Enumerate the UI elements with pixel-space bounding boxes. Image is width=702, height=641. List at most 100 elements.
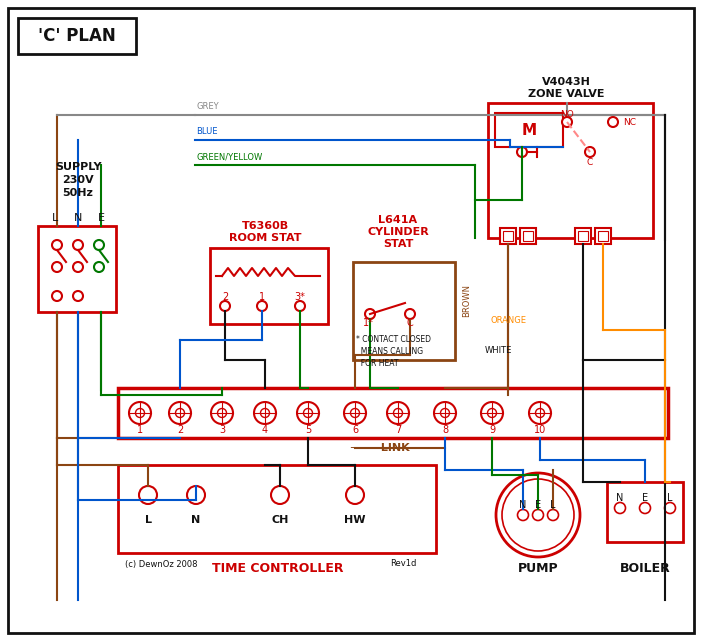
Circle shape <box>665 503 675 513</box>
Text: GREEN/YELLOW: GREEN/YELLOW <box>196 152 263 161</box>
Circle shape <box>614 503 625 513</box>
Bar <box>503 231 513 241</box>
Bar <box>520 228 536 244</box>
Text: 1*: 1* <box>362 318 373 328</box>
Text: C: C <box>587 158 593 167</box>
Text: 2: 2 <box>222 292 228 302</box>
Circle shape <box>405 309 415 319</box>
Circle shape <box>295 301 305 311</box>
Circle shape <box>52 240 62 250</box>
Circle shape <box>254 402 276 424</box>
Text: Rev1d: Rev1d <box>390 560 416 569</box>
Text: NC: NC <box>623 117 636 126</box>
Circle shape <box>52 262 62 272</box>
Circle shape <box>257 301 267 311</box>
Text: 3: 3 <box>219 425 225 435</box>
Text: 3*: 3* <box>295 292 305 302</box>
Circle shape <box>303 408 312 417</box>
Circle shape <box>344 402 366 424</box>
Text: L: L <box>52 213 58 223</box>
Bar <box>18 18 136 54</box>
Text: L: L <box>667 493 673 503</box>
Text: NO: NO <box>560 110 574 119</box>
Circle shape <box>529 402 551 424</box>
Text: 8: 8 <box>442 425 448 435</box>
Bar <box>38 226 116 312</box>
Text: ORANGE: ORANGE <box>490 316 526 325</box>
Text: BROWN: BROWN <box>462 283 471 317</box>
Circle shape <box>585 147 595 157</box>
Circle shape <box>218 408 227 417</box>
Text: BOILER: BOILER <box>620 562 670 574</box>
Circle shape <box>496 473 580 557</box>
Text: 10: 10 <box>534 425 546 435</box>
Circle shape <box>394 408 402 417</box>
Text: L: L <box>550 500 556 510</box>
Circle shape <box>169 402 191 424</box>
Bar <box>495 113 563 147</box>
Circle shape <box>365 309 375 319</box>
Text: TIME CONTROLLER: TIME CONTROLLER <box>212 562 344 574</box>
Text: 7: 7 <box>395 425 401 435</box>
Text: E: E <box>535 500 541 510</box>
Bar <box>575 228 591 244</box>
Text: N: N <box>616 493 623 503</box>
Bar <box>578 231 588 241</box>
Circle shape <box>52 291 62 301</box>
Text: GREY: GREY <box>196 102 218 111</box>
Circle shape <box>346 486 364 504</box>
Text: E: E <box>642 493 648 503</box>
Text: BLUE: BLUE <box>196 127 218 136</box>
Text: T6360B
ROOM STAT: T6360B ROOM STAT <box>229 221 301 243</box>
Bar <box>500 228 516 244</box>
Bar <box>210 248 328 324</box>
Text: HW: HW <box>344 515 366 525</box>
Text: 'C' PLAN: 'C' PLAN <box>38 27 116 45</box>
Circle shape <box>548 510 559 520</box>
Circle shape <box>608 117 618 127</box>
Text: 9: 9 <box>489 425 495 435</box>
Circle shape <box>260 408 270 417</box>
Circle shape <box>640 503 651 513</box>
Circle shape <box>434 402 456 424</box>
Text: N: N <box>74 213 82 223</box>
Circle shape <box>487 408 496 417</box>
Text: N: N <box>519 500 526 510</box>
Text: M: M <box>522 122 536 138</box>
Circle shape <box>135 408 145 417</box>
Text: 6: 6 <box>352 425 358 435</box>
Text: ──── LINK ────: ──── LINK ──── <box>350 443 440 453</box>
Circle shape <box>562 117 572 127</box>
Text: 4: 4 <box>262 425 268 435</box>
Circle shape <box>387 402 409 424</box>
Text: 1: 1 <box>137 425 143 435</box>
Circle shape <box>129 402 151 424</box>
Circle shape <box>481 402 503 424</box>
Text: N: N <box>192 515 201 525</box>
Circle shape <box>139 486 157 504</box>
Circle shape <box>176 408 185 417</box>
Circle shape <box>533 510 543 520</box>
Text: C: C <box>406 318 413 328</box>
Text: L641A
CYLINDER
STAT: L641A CYLINDER STAT <box>367 215 429 249</box>
Text: 1: 1 <box>259 292 265 302</box>
Circle shape <box>94 262 104 272</box>
Circle shape <box>517 147 527 157</box>
Text: 5: 5 <box>305 425 311 435</box>
Circle shape <box>211 402 233 424</box>
Bar <box>488 103 653 238</box>
Bar <box>523 231 533 241</box>
Text: SUPPLY
230V
50Hz: SUPPLY 230V 50Hz <box>55 162 101 199</box>
Text: (c) DewnOz 2008: (c) DewnOz 2008 <box>125 560 197 569</box>
Circle shape <box>271 486 289 504</box>
Circle shape <box>94 240 104 250</box>
Text: * CONTACT CLOSED
  MEANS CALLING
  FOR HEAT: * CONTACT CLOSED MEANS CALLING FOR HEAT <box>356 335 431 367</box>
Bar <box>118 465 436 553</box>
Circle shape <box>536 408 545 417</box>
Circle shape <box>350 408 359 417</box>
Circle shape <box>440 408 449 417</box>
Circle shape <box>73 240 83 250</box>
Circle shape <box>517 510 529 520</box>
Text: PUMP: PUMP <box>517 562 558 574</box>
Circle shape <box>220 301 230 311</box>
